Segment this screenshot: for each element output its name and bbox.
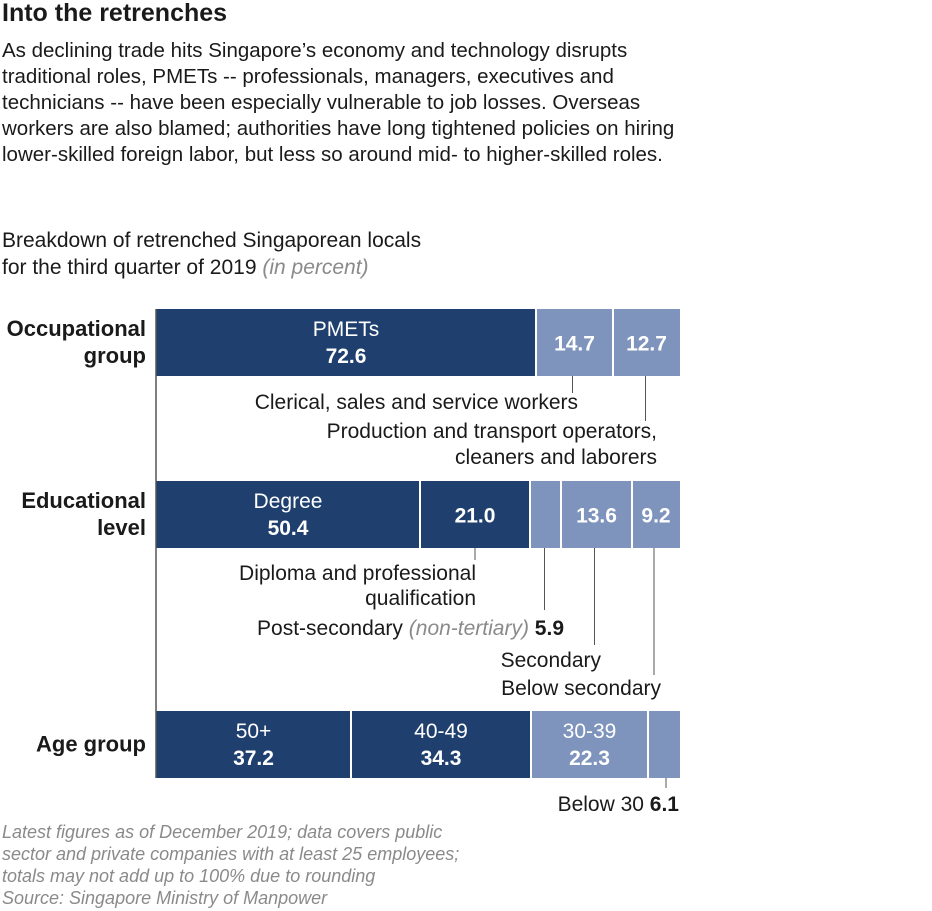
bar-segment bbox=[632, 481, 680, 548]
segment-value-label: 13.6 bbox=[576, 505, 617, 528]
bar-segment bbox=[156, 711, 351, 778]
row-label: Educational bbox=[21, 488, 146, 513]
callout-label: Production and transport operators, bbox=[327, 420, 657, 443]
footnote-source: Source: Singapore Ministry of Manpower bbox=[2, 888, 328, 908]
footnote-line: sector and private companies with at lea… bbox=[2, 844, 460, 864]
segment-name-label: PMETs bbox=[313, 318, 380, 341]
bar-segment bbox=[351, 711, 531, 778]
callout-label: cleaners and laborers bbox=[455, 446, 657, 469]
segment-name-label: 30-39 bbox=[563, 720, 617, 743]
subtitle-unit: (in percent) bbox=[262, 256, 369, 279]
callout-label: Clerical, sales and service workers bbox=[255, 391, 578, 414]
row-label: Age group bbox=[36, 732, 146, 757]
segment-value-label: 72.6 bbox=[326, 345, 367, 368]
callout-label: Post-secondary (non-tertiary) 5.9 bbox=[257, 617, 564, 640]
segment-value-label: 12.7 bbox=[626, 333, 667, 356]
segment-value-label: 14.7 bbox=[554, 333, 595, 356]
bar-segment bbox=[420, 481, 530, 548]
footnote: Latest figures as of December 2019; data… bbox=[2, 821, 562, 909]
row-label: Occupational bbox=[7, 316, 146, 341]
segment-value-label: 9.2 bbox=[641, 505, 670, 528]
bar-segment bbox=[531, 711, 648, 778]
segment-value-label: 50.4 bbox=[268, 517, 309, 540]
subtitle-line-2: for the third quarter of 2019 bbox=[2, 256, 257, 279]
bar-segment bbox=[561, 481, 632, 548]
segment-value-label: 37.2 bbox=[233, 747, 274, 770]
callout-label: Secondary bbox=[501, 649, 602, 672]
segment-value-label: 21.0 bbox=[455, 505, 496, 528]
segment-value-label: 22.3 bbox=[569, 747, 610, 770]
bar-segment bbox=[536, 309, 613, 376]
chart-headline: Into the retrenches bbox=[2, 0, 228, 27]
callout-label: Below 30 6.1 bbox=[558, 793, 680, 816]
segment-name-label: Degree bbox=[254, 490, 323, 513]
callout-label: Diploma and professional bbox=[239, 562, 476, 585]
bar-segment bbox=[156, 481, 420, 548]
segment-name-label: 50+ bbox=[236, 720, 272, 743]
bar-segment bbox=[613, 309, 680, 376]
subtitle-line-1: Breakdown of retrenched Singaporean loca… bbox=[2, 229, 422, 252]
row-label: level bbox=[97, 515, 146, 540]
footnote-line: Latest figures as of December 2019; data… bbox=[2, 822, 443, 842]
segment-name-label: 40-49 bbox=[414, 720, 468, 743]
bar-segment bbox=[530, 481, 561, 548]
row-label: group bbox=[84, 343, 146, 368]
bar-segment bbox=[648, 711, 680, 778]
footnote-line: totals may not add up to 100% due to rou… bbox=[2, 866, 376, 886]
intro-paragraph: As declining trade hits Singapore’s econ… bbox=[2, 39, 675, 166]
callout-label: Below secondary bbox=[501, 677, 661, 700]
chart-subtitle: Breakdown of retrenched Singaporean loca… bbox=[2, 227, 421, 281]
callout-label: qualification bbox=[365, 587, 476, 610]
bar-segment bbox=[156, 309, 536, 376]
segment-value-label: 34.3 bbox=[421, 747, 462, 770]
